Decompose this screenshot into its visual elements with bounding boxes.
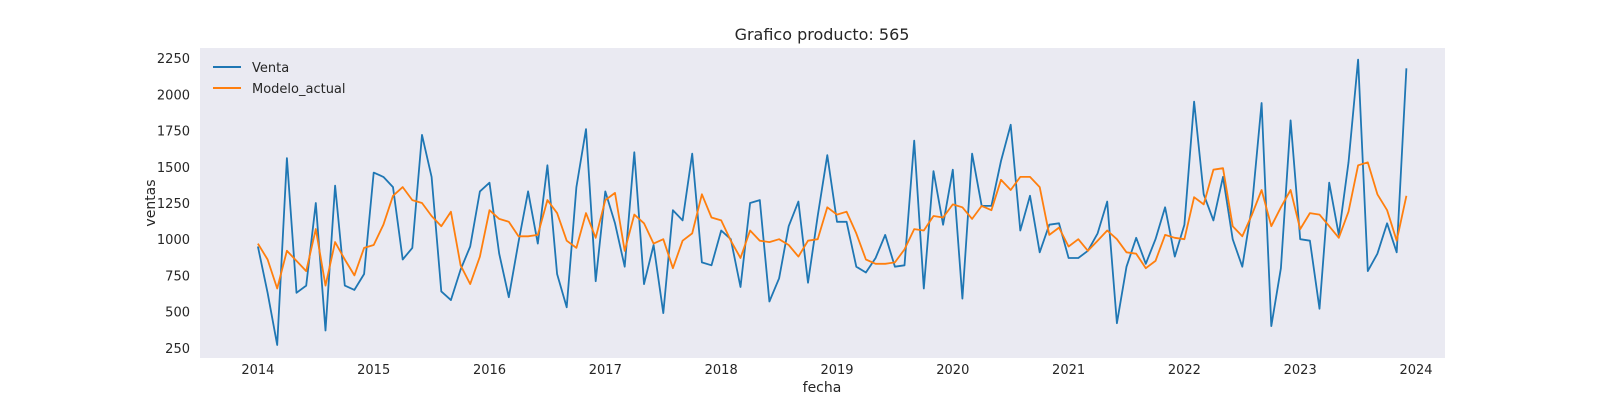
legend-label-modelo-actual: Modelo_actual	[252, 82, 346, 97]
x-tick-label: 2016	[473, 363, 506, 378]
y-tick-label: 1250	[157, 197, 190, 212]
x-tick-label: 2017	[589, 363, 622, 378]
x-axis-ticks: 2014 2015 2016 2017 2018 2019 2020 2021 2022 2023…	[241, 363, 1432, 378]
y-axis-title: ventas	[143, 179, 159, 226]
legend: Venta Modelo_actual	[213, 61, 346, 97]
y-tick-label: 2250	[157, 52, 190, 67]
x-tick-label: 2018	[705, 363, 738, 378]
series-line-modelo-actual	[257, 161, 1408, 290]
y-axis-ticks: 250 500 750 1000 1250 1500 1750 2000 2250	[157, 52, 190, 357]
x-tick-label: 2015	[357, 363, 390, 378]
y-tick-label: 2000	[157, 88, 190, 103]
x-tick-label: 2022	[1168, 363, 1201, 378]
y-tick-label: 750	[165, 269, 190, 284]
x-tick-label: 2014	[241, 363, 274, 378]
y-tick-label: 1000	[157, 233, 190, 248]
y-tick-label: 250	[165, 342, 190, 357]
x-axis-title: fecha	[803, 380, 842, 396]
x-tick-label: 2020	[936, 363, 969, 378]
x-tick-label: 2019	[820, 363, 853, 378]
legend-label-venta: Venta	[252, 61, 289, 76]
plot-area	[200, 48, 1445, 358]
chart-title: Grafico producto: 565	[735, 25, 910, 44]
x-tick-label: 2021	[1052, 363, 1085, 378]
series-lines	[257, 58, 1408, 346]
y-tick-label: 1750	[157, 125, 190, 140]
x-tick-label: 2023	[1284, 363, 1317, 378]
series-line-venta	[257, 58, 1408, 346]
y-tick-label: 1500	[157, 161, 190, 176]
y-tick-label: 500	[165, 306, 190, 321]
x-tick-label: 2024	[1399, 363, 1432, 378]
